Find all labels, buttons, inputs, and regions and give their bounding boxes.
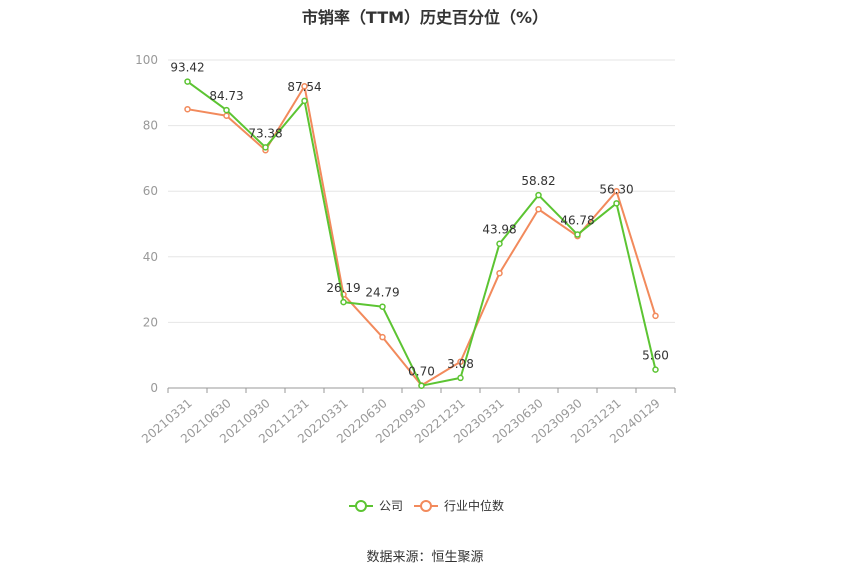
data-label: 26.19 bbox=[326, 281, 360, 295]
industry-point bbox=[223, 112, 230, 120]
industry-point bbox=[184, 105, 191, 113]
company-point bbox=[223, 106, 230, 114]
industry-point bbox=[457, 358, 464, 366]
legend-company-label: 公司 bbox=[379, 499, 403, 513]
y-tick-label: 40 bbox=[143, 250, 158, 264]
industry-point bbox=[535, 205, 542, 213]
company-point bbox=[301, 97, 308, 105]
data-source: 数据来源：恒生聚源 bbox=[366, 550, 484, 565]
company-point bbox=[535, 191, 542, 199]
data-label: 46.78 bbox=[560, 214, 594, 228]
data-label: 56.30 bbox=[599, 182, 633, 196]
y-tick-label: 0 bbox=[150, 381, 158, 395]
data-label: 43.98 bbox=[482, 223, 516, 237]
y-tick-label: 80 bbox=[143, 119, 158, 133]
company-point bbox=[613, 200, 620, 207]
company-point bbox=[496, 240, 503, 247]
company-point bbox=[379, 303, 386, 310]
legend-industry-marker bbox=[420, 500, 432, 512]
company-point bbox=[184, 78, 191, 85]
data-label: 58.82 bbox=[521, 174, 555, 188]
legend-industry-label: 行业中位数 bbox=[444, 498, 504, 513]
data-label: 0.70 bbox=[408, 365, 435, 379]
data-label: 3.08 bbox=[447, 357, 474, 371]
data-label: 73.38 bbox=[248, 126, 282, 140]
y-tick-label: 60 bbox=[143, 184, 158, 198]
industry-point bbox=[301, 82, 308, 90]
company-point bbox=[418, 382, 425, 389]
company-point bbox=[652, 366, 659, 373]
data-label: 5.60 bbox=[642, 349, 669, 363]
industry-point bbox=[613, 187, 620, 195]
industry-point bbox=[652, 312, 659, 320]
data-label: 24.79 bbox=[365, 286, 399, 300]
y-tick-label: 100 bbox=[135, 53, 158, 67]
industry-point bbox=[496, 269, 503, 277]
chart-title: 市销率（TTM）历史百分位（%） bbox=[301, 8, 549, 27]
company-point bbox=[574, 231, 581, 238]
company-point bbox=[262, 144, 269, 151]
data-label: 93.42 bbox=[170, 61, 204, 75]
company-point bbox=[340, 298, 347, 306]
company-point bbox=[457, 374, 464, 382]
industry-point bbox=[379, 333, 386, 341]
data-label: 84.73 bbox=[209, 89, 243, 103]
y-tick-label: 20 bbox=[143, 315, 158, 329]
data-label: 87.54 bbox=[287, 80, 321, 94]
legend-company-marker bbox=[355, 500, 367, 512]
